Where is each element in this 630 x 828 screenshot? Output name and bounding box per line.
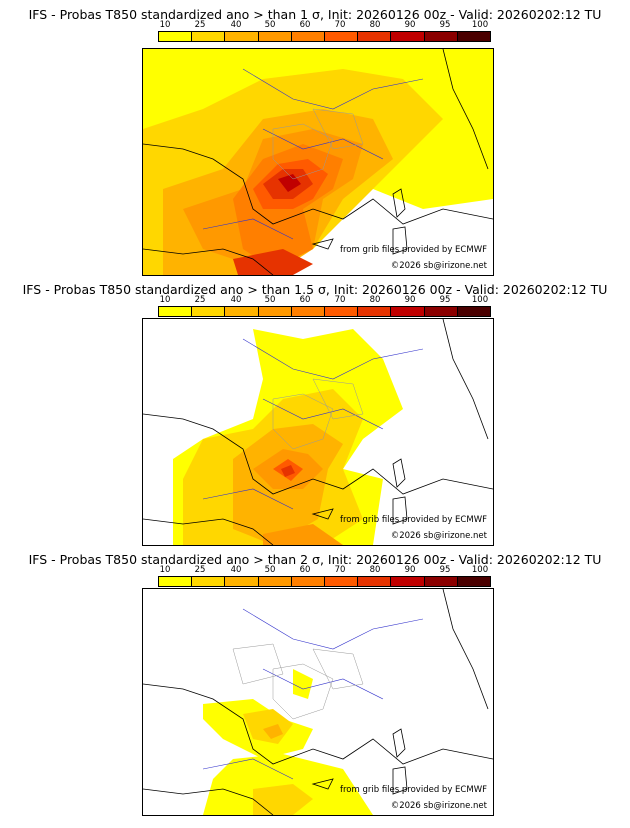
map-canvas: [143, 319, 493, 545]
legend-swatch: [358, 32, 392, 41]
legend-tick-label: 50: [264, 20, 276, 30]
legend-tick-label: 10: [159, 565, 171, 575]
legend-tick-label: 60: [299, 565, 311, 575]
legend-tick-label: 80: [369, 295, 381, 305]
legend-swatch: [225, 577, 259, 586]
legend-tick-label: 80: [369, 565, 381, 575]
legend-swatch: [325, 307, 359, 316]
legend-tick-label: 70: [334, 20, 346, 30]
legend-tick-label: 50: [264, 295, 276, 305]
source-credit: from grib files provided by ECMWF: [340, 515, 487, 525]
copyright-text: ©2026 sb@irizone.net: [390, 801, 487, 811]
legend-tick-label: 95: [439, 565, 451, 575]
legend-tick-label: 90: [404, 565, 416, 575]
legend-tick-label: 60: [299, 20, 311, 30]
legend-tick-label: 100: [471, 20, 489, 30]
legend-swatch: [258, 32, 292, 41]
legend-swatch: [258, 577, 292, 586]
legend-swatch: [192, 577, 226, 586]
panel-title: IFS - Probas T850 standardized ano > tha…: [28, 552, 602, 567]
legend-tick-label: 70: [334, 565, 346, 575]
legend-tick-label: 70: [334, 295, 346, 305]
source-credit: from grib files provided by ECMWF: [340, 245, 487, 255]
panel-1-sigma-1: IFS - Probas T850 standardized ano > tha…: [0, 0, 630, 278]
panel-2-sigma-1-5: IFS - Probas T850 standardized ano > tha…: [0, 275, 630, 550]
legend-tick-label: 80: [369, 20, 381, 30]
legend-swatch: [391, 577, 425, 586]
legend-tick-label: 40: [230, 565, 242, 575]
coastlines: [143, 319, 493, 545]
legend-swatch: [391, 32, 425, 41]
legend-swatch: [358, 307, 392, 316]
legend-tick-label: 10: [159, 20, 171, 30]
legend-labels: 10 25 40 50 60 70 80 90 95 100: [150, 565, 510, 575]
probability-shading: [203, 669, 373, 815]
legend-tick-label: 10: [159, 295, 171, 305]
region-borders: [272, 108, 364, 180]
legend-labels: 10 25 40 50 60 70 80 90 95 100: [150, 20, 510, 30]
legend-swatch: [325, 32, 359, 41]
legend-swatch: [291, 307, 326, 316]
legend-colorbar: [158, 306, 491, 317]
legend-swatch: [159, 307, 193, 316]
legend-tick-label: 25: [194, 295, 206, 305]
legend-colorbar: [158, 576, 491, 587]
panel-title: IFS - Probas T850 standardized ano > tha…: [28, 7, 602, 22]
legend-tick-label: 25: [194, 20, 206, 30]
legend-tick-label: 95: [439, 295, 451, 305]
legend-tick-label: 50: [264, 565, 276, 575]
legend-swatch: [225, 32, 259, 41]
legend-tick-label: 95: [439, 20, 451, 30]
probability-map: from grib files provided by ECMWF ©2026 …: [142, 48, 494, 276]
copyright-text: ©2026 sb@irizone.net: [390, 531, 487, 541]
legend-tick-label: 40: [230, 295, 242, 305]
legend-swatch: [457, 307, 491, 316]
legend-tick-label: 25: [194, 565, 206, 575]
legend-swatch: [258, 307, 292, 316]
legend-swatch: [192, 32, 226, 41]
rivers: [202, 338, 424, 510]
region-borders: [232, 643, 364, 720]
legend-swatch: [424, 32, 458, 41]
rivers: [202, 608, 424, 780]
legend-swatch: [424, 577, 458, 586]
legend-swatch: [358, 577, 392, 586]
legend-labels: 10 25 40 50 60 70 80 90 95 100: [150, 295, 510, 305]
legend-tick-label: 90: [404, 295, 416, 305]
legend-swatch: [424, 307, 458, 316]
probability-map: from grib files provided by ECMWF ©2026 …: [142, 318, 494, 546]
probability-map: from grib files provided by ECMWF ©2026 …: [142, 588, 494, 816]
coastlines: [143, 49, 493, 275]
legend-tick-label: 100: [471, 565, 489, 575]
map-canvas: [143, 49, 493, 275]
panel-title: IFS - Probas T850 standardized ano > tha…: [22, 282, 608, 297]
map-canvas: [143, 589, 493, 815]
legend-swatch: [325, 577, 359, 586]
legend-colorbar: [158, 31, 491, 42]
copyright-text: ©2026 sb@irizone.net: [390, 261, 487, 271]
legend-tick-label: 60: [299, 295, 311, 305]
legend-tick-label: 90: [404, 20, 416, 30]
legend-swatch: [192, 307, 226, 316]
legend-swatch: [291, 577, 326, 586]
panel-3-sigma-2: IFS - Probas T850 standardized ano > tha…: [0, 545, 630, 828]
coastlines: [143, 589, 493, 815]
legend-tick-label: 100: [471, 295, 489, 305]
legend-swatch: [391, 307, 425, 316]
legend-swatch: [159, 32, 193, 41]
legend-swatch: [457, 32, 491, 41]
legend-swatch: [159, 577, 193, 586]
rivers: [202, 68, 424, 240]
legend-swatch: [225, 307, 259, 316]
source-credit: from grib files provided by ECMWF: [340, 785, 487, 795]
region-borders: [272, 378, 364, 450]
probability-shading: [143, 49, 493, 275]
legend-swatch: [291, 32, 326, 41]
legend-tick-label: 40: [230, 20, 242, 30]
legend-swatch: [457, 577, 491, 586]
